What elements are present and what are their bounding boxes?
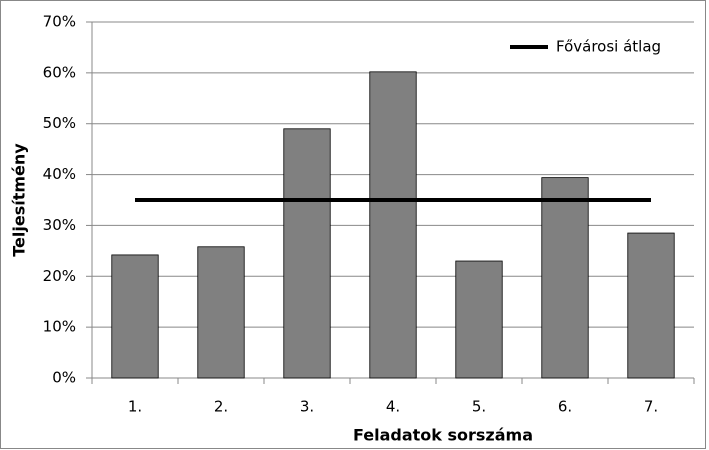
x-axis-title: Feladatok sorszáma — [353, 426, 533, 445]
y-tick-label: 30% — [43, 216, 76, 234]
x-tick-label: 1. — [128, 398, 142, 416]
x-tick-label: 5. — [472, 398, 486, 416]
y-tick-label: 50% — [43, 114, 76, 132]
bar — [369, 71, 417, 379]
bar — [197, 246, 245, 379]
y-tick-label: 20% — [43, 267, 76, 285]
y-tick-label: 40% — [43, 165, 76, 183]
x-tick-label: 4. — [386, 398, 400, 416]
y-tick-label: 0% — [52, 369, 76, 387]
bar — [455, 260, 503, 379]
y-tick-label: 70% — [43, 13, 76, 31]
bar — [111, 254, 159, 379]
x-tick-label: 2. — [214, 398, 228, 416]
bar — [541, 177, 589, 379]
bar — [283, 128, 331, 379]
legend-label: Fővárosi átlag — [556, 38, 661, 56]
x-tick-label: 7. — [644, 398, 658, 416]
x-tick-label: 3. — [300, 398, 314, 416]
y-axis-title: Teljesítmény — [10, 143, 29, 257]
y-tick-label: 10% — [43, 318, 76, 336]
x-tick-label: 6. — [558, 398, 572, 416]
y-tick-label: 60% — [43, 63, 76, 81]
bar — [627, 232, 675, 379]
